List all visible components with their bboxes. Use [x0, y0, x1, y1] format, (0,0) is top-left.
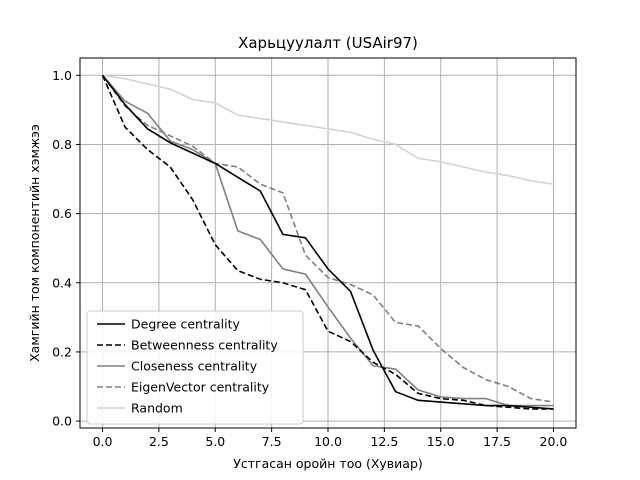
legend-box: [86, 310, 304, 425]
x-tick-label: 7.5: [262, 434, 282, 449]
series-line-4: [102, 74, 554, 186]
y-axis-title: Хамгийн том компонентийн хэмжээ: [27, 124, 42, 362]
x-tick-label: 17.5: [483, 434, 511, 449]
series-line-0: [101, 74, 554, 410]
x-tick-label: 2.5: [149, 434, 169, 449]
x-tick-label: 10.0: [314, 434, 342, 449]
legend-label: Random: [131, 401, 183, 416]
x-tick-label: 0.0: [93, 434, 113, 449]
y-tick-label: 0.0: [52, 414, 72, 429]
series-lines: [101, 74, 554, 410]
x-tick-label: 5.0: [205, 434, 225, 449]
chart-title: Харьцуулалт (USAir97): [238, 34, 418, 52]
series-line-2: [101, 74, 554, 407]
legend-label: Betweenness centrality: [131, 338, 278, 353]
x-tick-label: 15.0: [427, 434, 455, 449]
y-tick-label: 0.2: [52, 344, 72, 359]
series-line-3: [101, 74, 554, 403]
legend-label: Closeness centrality: [131, 359, 258, 374]
x-axis-title: Устгасан оройн тоо (Хувиар): [233, 456, 423, 471]
y-tick-label: 1.0: [52, 68, 72, 83]
legend-label: EigenVector centrality: [131, 380, 270, 395]
y-tick-label: 0.4: [52, 275, 72, 290]
grid-lines: [80, 58, 576, 428]
x-tick-label: 12.5: [370, 434, 398, 449]
legend: Degree centrality Betweenness centrality C…: [86, 310, 304, 425]
y-tick-label: 0.6: [52, 206, 72, 221]
axis-ticks: 0.0 2.5 5.0 7.5 10.0 12.5 15.0 17.5 20.0 0.0 0.2 0.…: [52, 68, 567, 449]
legend-label: Degree centrality: [131, 317, 241, 332]
series-line-1: [101, 74, 554, 410]
y-tick-label: 0.8: [52, 137, 72, 152]
x-tick-label: 20.0: [540, 434, 568, 449]
